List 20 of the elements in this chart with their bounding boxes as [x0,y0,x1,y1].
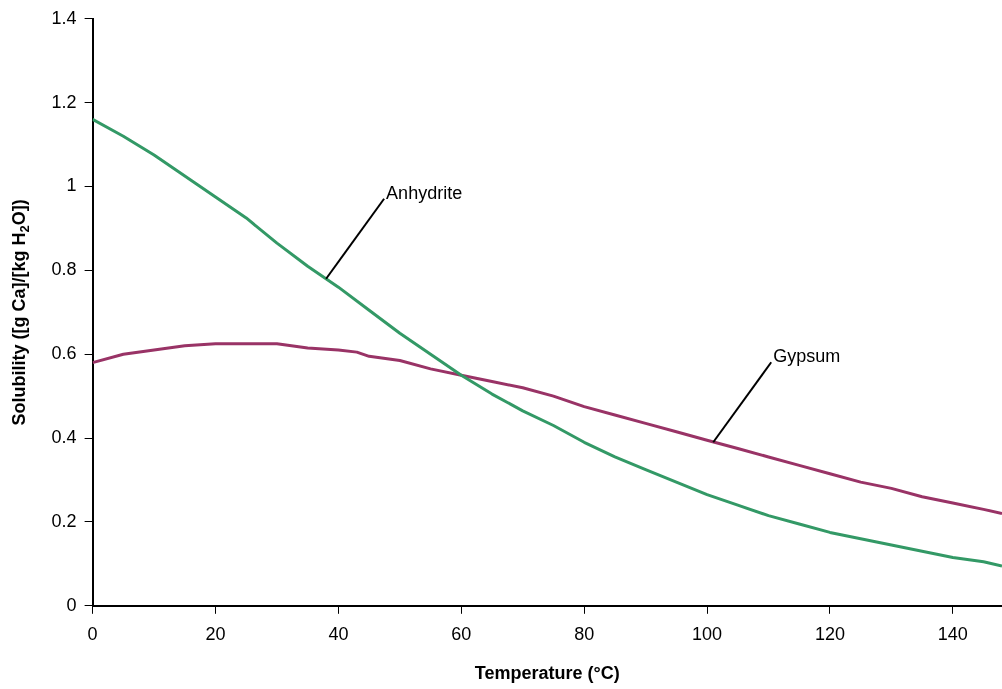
y-tick-label: 0.2 [51,510,77,531]
x-tick-label: 100 [692,623,723,644]
annotation: Gypsum [773,346,841,367]
annotation: Anhydrite [386,182,463,203]
y-tick-label: 0 [66,594,77,615]
x-axis-title: Temperature (°C) [474,663,620,684]
x-tick-label: 20 [205,623,226,644]
y-tick-label: 1 [66,175,77,196]
x-tick-label: 40 [328,623,349,644]
x-tick-label: 120 [814,623,845,644]
y-tick-label: 1.4 [51,7,77,28]
y-tick-label: 1.2 [51,91,77,112]
y-tick-label: 0.4 [51,427,77,448]
x-tick-label: 60 [451,623,472,644]
x-tick-label: 140 [937,623,968,644]
x-tick-label: 0 [87,623,98,644]
x-tick-label: 80 [574,623,595,644]
y-axis-title: Solubility ([g Ca]/[kg H2O]) [8,199,32,426]
y-tick-label: 0.8 [51,259,77,280]
y-tick-label: 0.6 [51,343,77,364]
